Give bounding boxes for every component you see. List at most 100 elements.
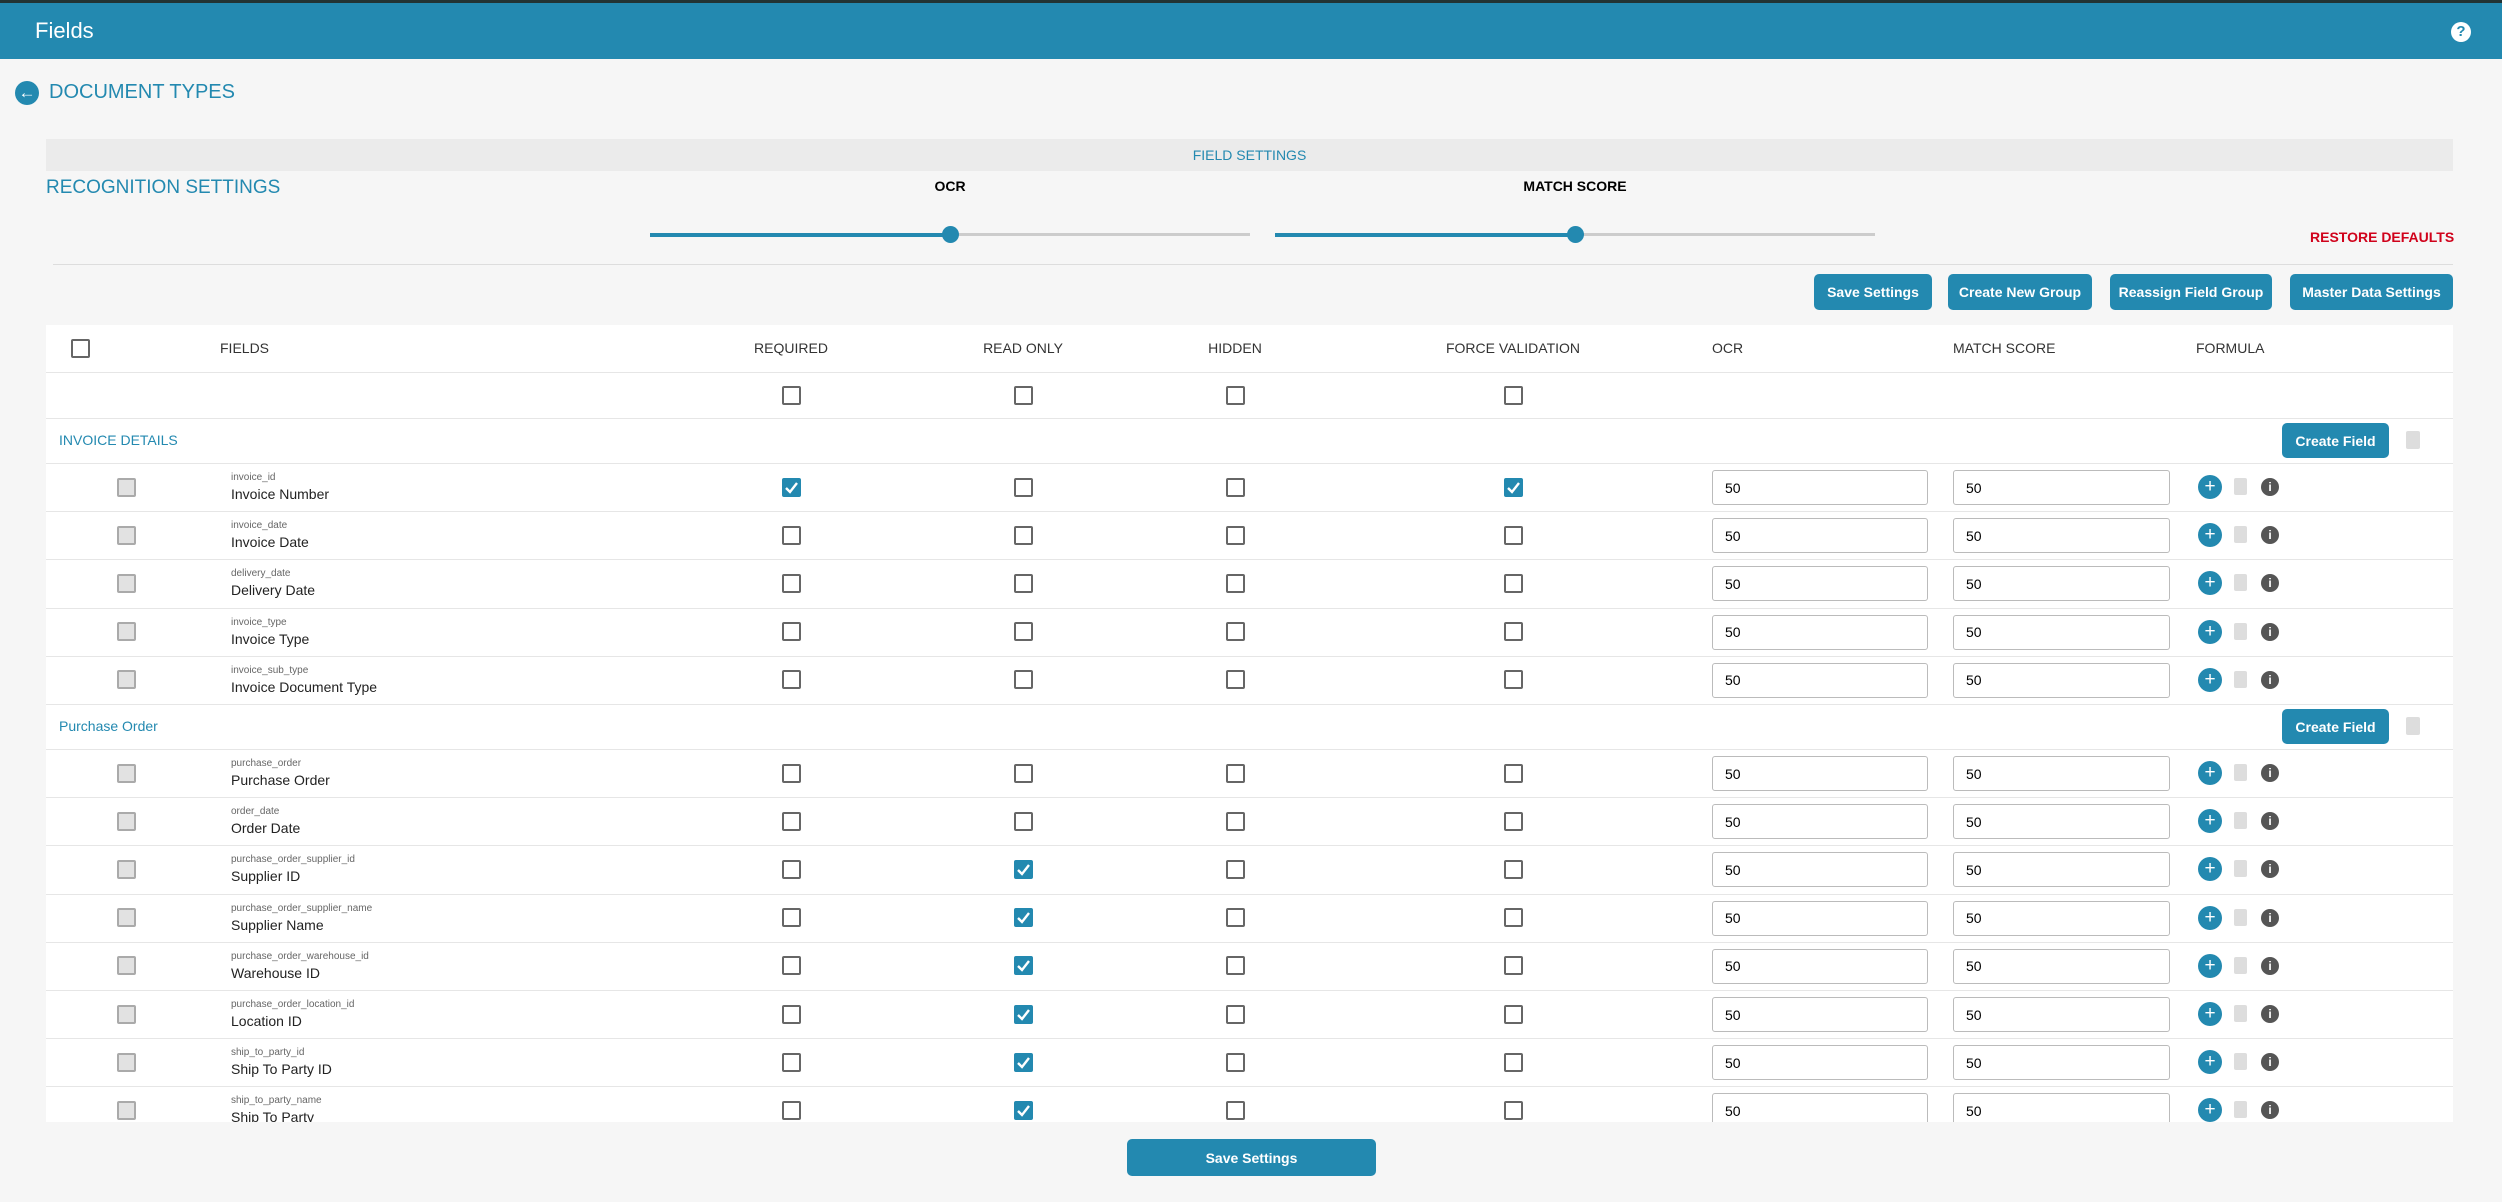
- add-formula[interactable]: +: [2198, 857, 2222, 882]
- hidden-checkbox[interactable]: [1225, 573, 1245, 593]
- read-only-checkbox[interactable]: [1013, 1004, 1033, 1024]
- trash-icon[interactable]: [2234, 526, 2247, 544]
- required-checkbox[interactable]: [781, 1100, 801, 1120]
- required-checkbox[interactable]: [781, 525, 801, 545]
- ocr-input[interactable]: 50: [1712, 518, 1928, 554]
- required-checkbox[interactable]: [781, 1004, 801, 1024]
- read-only-checkbox[interactable]: [1013, 670, 1033, 690]
- ocr-input[interactable]: 50: [1712, 948, 1928, 984]
- read-only-checkbox[interactable]: [1013, 1100, 1033, 1120]
- ocr-input[interactable]: 50: [1712, 900, 1928, 936]
- restore-link[interactable]: RESTORE DEFAULTS: [2310, 229, 2455, 245]
- trash-icon[interactable]: [2234, 670, 2247, 688]
- read-only-checkbox[interactable]: [1013, 573, 1033, 593]
- force-validation-checkbox[interactable]: [1503, 811, 1523, 831]
- required-checkbox[interactable]: [781, 908, 801, 928]
- required-checkbox[interactable]: [781, 1052, 801, 1072]
- trash-icon[interactable]: [2234, 956, 2247, 974]
- trash-icon[interactable]: [2234, 478, 2247, 495]
- ocr-input[interactable]: 50: [1712, 662, 1928, 698]
- trash-icon[interactable]: [2234, 1005, 2247, 1022]
- force-validation-checkbox[interactable]: [1503, 763, 1523, 783]
- back-link[interactable]: DOCUMENT TYPES: [49, 81, 235, 103]
- select-all[interactable]: [70, 338, 90, 358]
- match-score-input[interactable]: 50: [1953, 1045, 2170, 1081]
- bulk-checkbox[interactable]: [1013, 385, 1033, 405]
- info-icon[interactable]: i: [2261, 764, 2279, 782]
- info-icon[interactable]: i: [2261, 1101, 2279, 1120]
- hidden-checkbox[interactable]: [1225, 956, 1245, 976]
- hidden-checkbox[interactable]: [1225, 811, 1245, 831]
- ocr-input[interactable]: 50: [1712, 1045, 1928, 1081]
- toolbar-button[interactable]: Reassign Field Group: [2110, 274, 2272, 310]
- match-score-input[interactable]: 50: [1953, 566, 2170, 602]
- hidden-checkbox[interactable]: [1225, 1004, 1245, 1024]
- required-checkbox[interactable]: [781, 477, 801, 497]
- toolbar-button[interactable]: Save Settings: [1814, 274, 1932, 310]
- ocr-input[interactable]: 50: [1712, 852, 1928, 888]
- match-score-input[interactable]: 50: [1953, 852, 2170, 888]
- required-checkbox[interactable]: [781, 763, 801, 783]
- info-icon[interactable]: i: [2261, 1053, 2279, 1072]
- match-score-input[interactable]: 50: [1953, 900, 2170, 936]
- trash-icon[interactable]: [2234, 764, 2247, 781]
- info-icon[interactable]: i: [2261, 1005, 2279, 1023]
- info-icon[interactable]: i: [2261, 670, 2279, 689]
- force-validation-checkbox[interactable]: [1503, 477, 1523, 497]
- create-field-button[interactable]: Create Field: [2282, 709, 2389, 744]
- trash-icon[interactable]: [2234, 622, 2247, 640]
- info-icon[interactable]: i: [2261, 956, 2279, 975]
- add-formula[interactable]: +: [2198, 571, 2222, 596]
- add-formula[interactable]: +: [2198, 1002, 2222, 1026]
- hidden-checkbox[interactable]: [1225, 859, 1245, 879]
- force-validation-checkbox[interactable]: [1503, 622, 1523, 642]
- add-formula[interactable]: +: [2198, 667, 2222, 692]
- match-score-input[interactable]: 50: [1953, 470, 2170, 505]
- hidden-checkbox[interactable]: [1225, 477, 1245, 497]
- read-only-checkbox[interactable]: [1013, 622, 1033, 642]
- force-validation-checkbox[interactable]: [1503, 1100, 1523, 1120]
- info-icon[interactable]: i: [2261, 860, 2279, 879]
- trash-icon[interactable]: [2234, 860, 2247, 878]
- help-icon[interactable]: ?: [2451, 22, 2471, 42]
- ocr-input[interactable]: 50: [1712, 566, 1928, 602]
- add-formula[interactable]: +: [2198, 761, 2222, 785]
- read-only-checkbox[interactable]: [1013, 908, 1033, 928]
- add-formula[interactable]: +: [2198, 905, 2222, 930]
- match-score-input[interactable]: 50: [1953, 756, 2170, 791]
- back-icon[interactable]: ←: [15, 81, 39, 105]
- force-validation-checkbox[interactable]: [1503, 525, 1523, 545]
- required-checkbox[interactable]: [781, 622, 801, 642]
- read-only-checkbox[interactable]: [1013, 477, 1033, 497]
- add-formula[interactable]: +: [2198, 1050, 2222, 1075]
- trash-icon[interactable]: [2234, 1101, 2247, 1119]
- required-checkbox[interactable]: [781, 573, 801, 593]
- match-score-input[interactable]: 50: [1953, 804, 2170, 840]
- hidden-checkbox[interactable]: [1225, 525, 1245, 545]
- hidden-checkbox[interactable]: [1225, 908, 1245, 928]
- force-validation-checkbox[interactable]: [1503, 1052, 1523, 1072]
- required-checkbox[interactable]: [781, 859, 801, 879]
- trash-icon[interactable]: [2234, 574, 2247, 592]
- hidden-checkbox[interactable]: [1225, 622, 1245, 642]
- info-icon[interactable]: i: [2261, 574, 2279, 593]
- force-validation-checkbox[interactable]: [1503, 1004, 1523, 1024]
- bulk-checkbox[interactable]: [1225, 385, 1245, 405]
- add-formula[interactable]: +: [2198, 1098, 2222, 1123]
- match-score-input[interactable]: 50: [1953, 948, 2170, 984]
- create-field-button[interactable]: Create Field: [2282, 423, 2389, 458]
- info-icon[interactable]: i: [2261, 478, 2279, 496]
- force-validation-checkbox[interactable]: [1503, 956, 1523, 976]
- force-validation-checkbox[interactable]: [1503, 670, 1523, 690]
- read-only-checkbox[interactable]: [1013, 525, 1033, 545]
- trash-icon[interactable]: [2234, 812, 2247, 830]
- match-score-input[interactable]: 50: [1953, 614, 2170, 650]
- trash-icon[interactable]: [2406, 431, 2420, 449]
- add-formula[interactable]: +: [2198, 475, 2222, 499]
- hidden-checkbox[interactable]: [1225, 763, 1245, 783]
- ocr-input[interactable]: 50: [1712, 756, 1928, 791]
- hidden-checkbox[interactable]: [1225, 1052, 1245, 1072]
- read-only-checkbox[interactable]: [1013, 956, 1033, 976]
- required-checkbox[interactable]: [781, 670, 801, 690]
- read-only-checkbox[interactable]: [1013, 1052, 1033, 1072]
